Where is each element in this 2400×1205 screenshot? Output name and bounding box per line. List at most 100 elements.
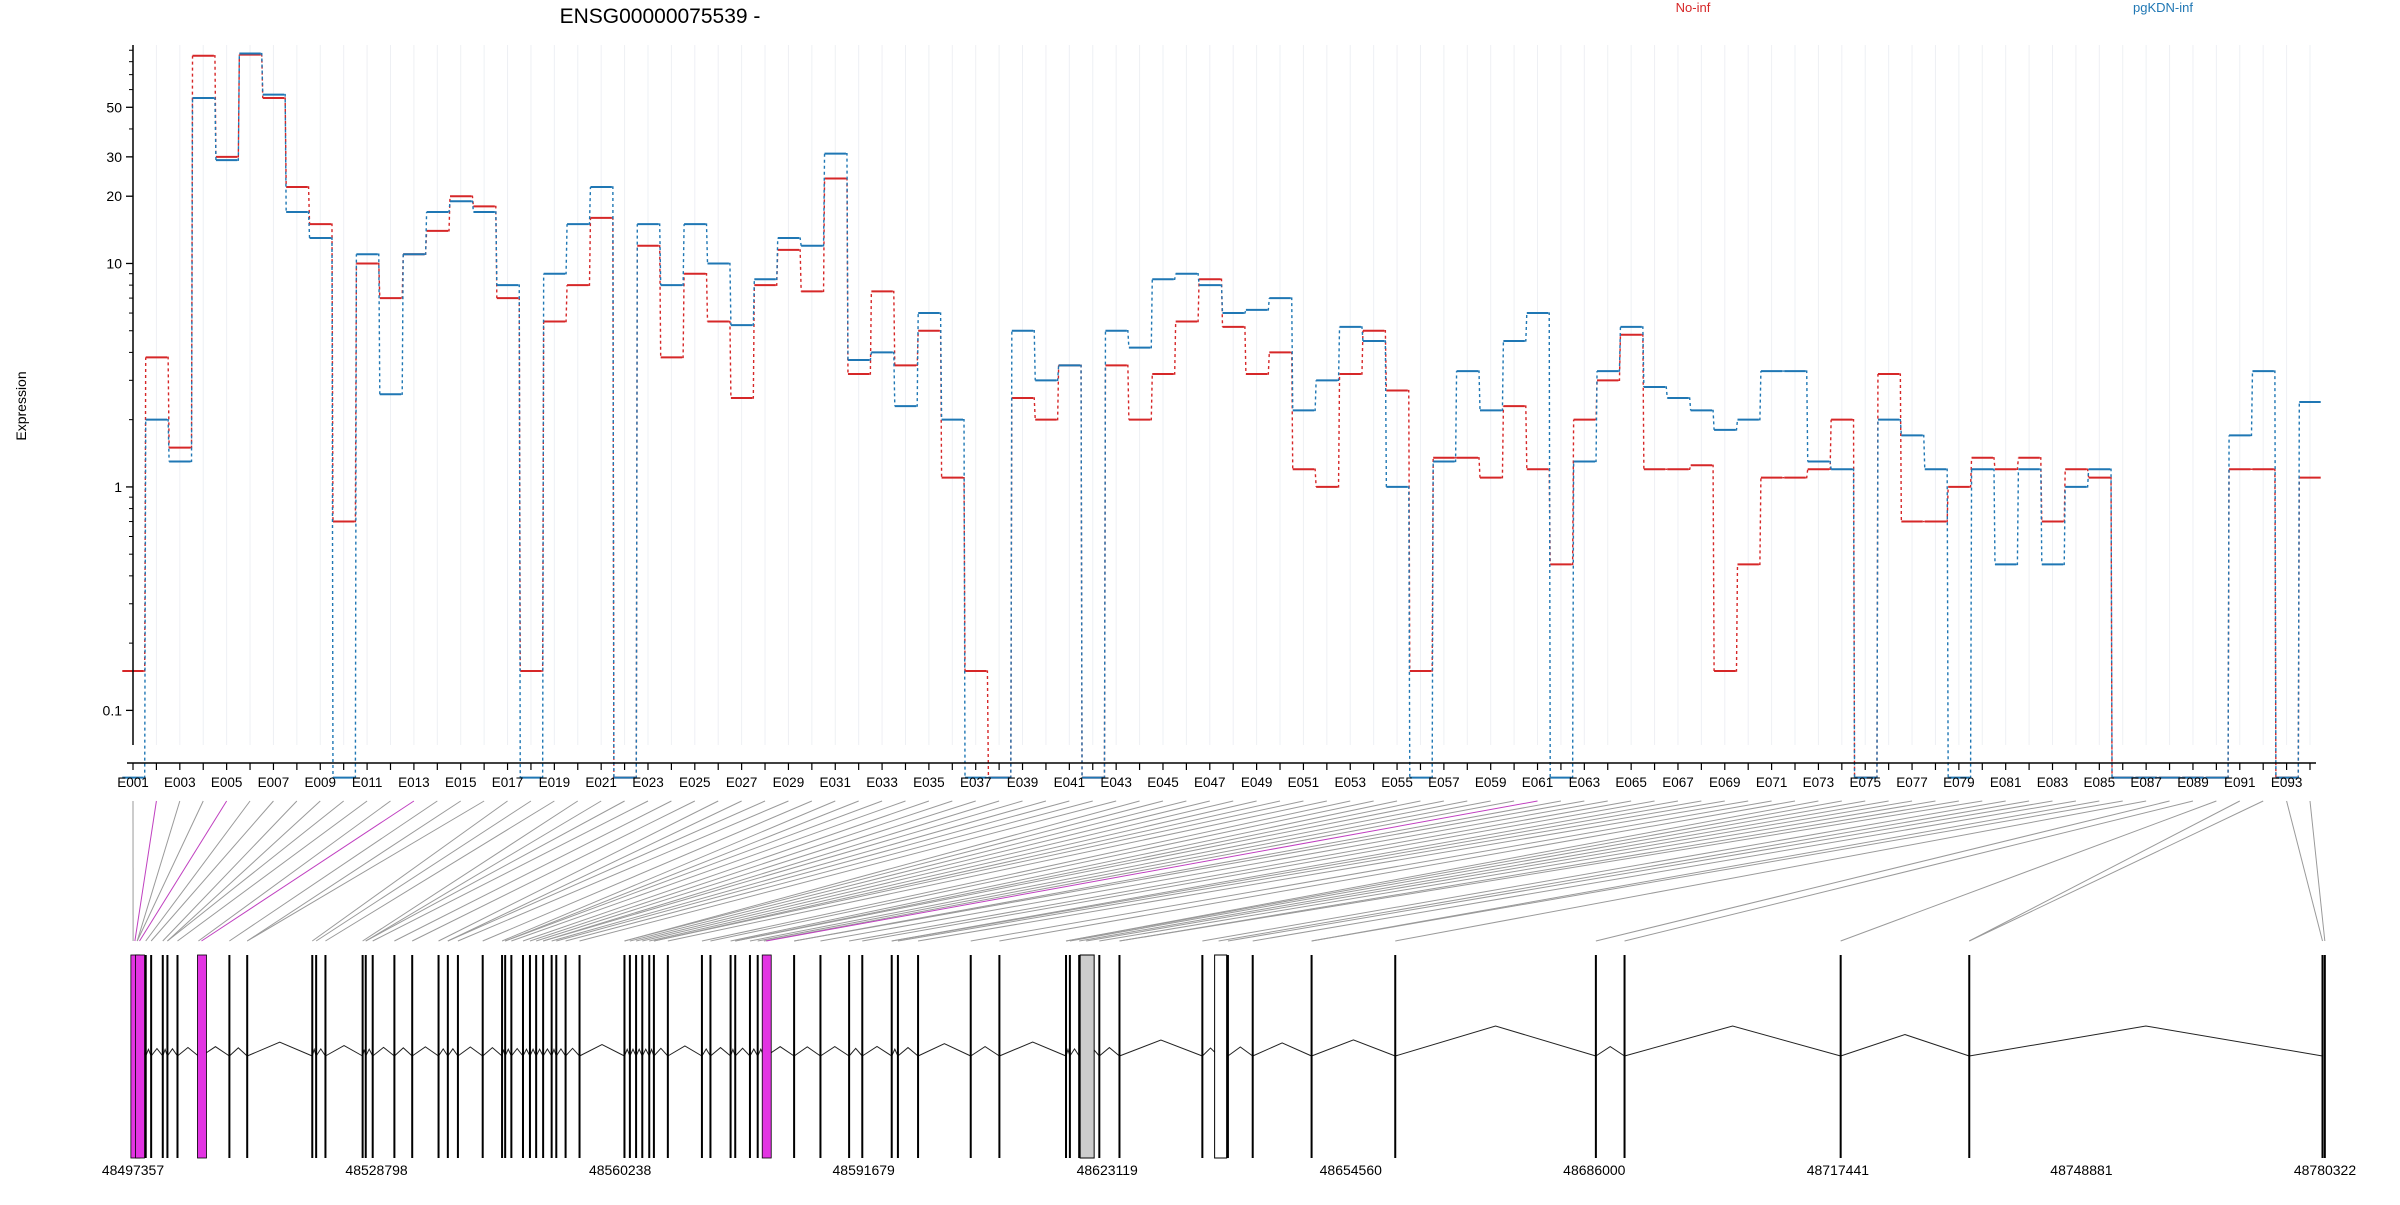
series-connector (1806, 371, 1808, 461)
exon-box (555, 955, 557, 1158)
x-tick-label: E053 (1334, 775, 1366, 790)
exon-connector-layer (133, 801, 2325, 941)
exon-connector (167, 801, 320, 941)
genomic-tick-label: 48560238 (589, 1162, 652, 1178)
intron-line (316, 1049, 325, 1056)
series-connector (1759, 478, 1761, 565)
y-tick-label: 30 (106, 149, 122, 165)
series-connector (1455, 371, 1457, 461)
x-tick-label: E027 (726, 775, 758, 790)
series-connector (2063, 469, 2065, 521)
series-connector (916, 331, 918, 366)
exon-connector (1119, 801, 1958, 941)
exon-box (162, 955, 164, 1158)
exon-connector (556, 801, 1069, 941)
genomic-tick-label: 48717441 (1807, 1162, 1870, 1178)
series-connector (2297, 402, 2299, 778)
y-tick-label: 20 (106, 188, 122, 204)
exon-box (228, 955, 230, 1158)
exon-box (757, 955, 759, 1158)
x-tick-label: E081 (1990, 775, 2022, 790)
exon-box (176, 955, 178, 1158)
intron-line (543, 1049, 552, 1056)
intron-line (702, 1049, 711, 1056)
exon-highlighted (762, 955, 771, 1158)
exon-connector (316, 801, 531, 941)
intron-line (439, 1049, 448, 1056)
x-tick-label: E017 (492, 775, 524, 790)
exon-box (2324, 955, 2326, 1158)
genomic-tick-label: 48654560 (1320, 1162, 1383, 1178)
series-connector (1384, 341, 1386, 487)
x-tick-label: E049 (1241, 775, 1273, 790)
exon-box (501, 955, 503, 1158)
series-connector (2227, 469, 2229, 777)
exon-connector (1312, 801, 2123, 941)
series-connector (729, 321, 731, 398)
series-connector (1361, 331, 1363, 374)
intron-line (1395, 1026, 1596, 1056)
series-connector (1033, 331, 1035, 381)
series-connector (1712, 465, 1714, 671)
series-connector (1150, 279, 1152, 347)
exon-box (522, 955, 524, 1158)
exon-connector (325, 801, 554, 941)
series-connector (1525, 406, 1527, 469)
exon-box (362, 955, 364, 1158)
series-connector (1314, 380, 1316, 410)
x-tick-label: E043 (1100, 775, 1132, 790)
exon-connector (1066, 801, 1842, 941)
exon-box (504, 955, 506, 1158)
series-connector (2016, 458, 2018, 469)
exon-connector (892, 801, 1678, 941)
series-connector (518, 285, 520, 778)
exon-box (629, 955, 631, 1158)
series-connector (308, 212, 310, 238)
exon-box (891, 955, 893, 1158)
exon-connector (668, 801, 1327, 941)
series-connector (2016, 469, 2018, 564)
intron-line (366, 1049, 373, 1056)
series-connector (1970, 469, 1972, 777)
x-tick-label: E047 (1194, 775, 1226, 790)
x-tick-label: E077 (1896, 775, 1928, 790)
exon-box (848, 955, 850, 1158)
intron-line (820, 1047, 849, 1056)
series-connector (1361, 327, 1363, 341)
exon-box (709, 955, 711, 1158)
intron-line (523, 1049, 530, 1056)
series-connector (425, 212, 427, 254)
exon-box (1252, 955, 1254, 1158)
x-tick-label: E003 (164, 775, 196, 790)
intron-line (247, 1042, 312, 1056)
x-tick-label: E029 (773, 775, 805, 790)
exon-box (315, 955, 317, 1158)
intron-line (654, 1048, 668, 1056)
series-connector (1150, 374, 1152, 420)
intron-line (373, 1047, 395, 1056)
intron-line (642, 1049, 649, 1056)
exon-highlighted (136, 955, 145, 1158)
intron-line (971, 1047, 1000, 1056)
x-tick-label: E059 (1475, 775, 1507, 790)
exon-connector (764, 801, 1514, 941)
series-connector (1501, 341, 1503, 410)
exon-connector (862, 801, 1654, 941)
x-tick-label: E071 (1756, 775, 1788, 790)
exon-box (667, 955, 669, 1158)
series-connector (1314, 469, 1316, 487)
x-tick-label: E093 (2271, 775, 2303, 790)
exon-connector (1228, 801, 2053, 941)
series-connector (682, 274, 684, 358)
intron-line (483, 1048, 502, 1056)
intron-line (1625, 1026, 1841, 1056)
series-layer (122, 54, 2320, 778)
intron-line (999, 1042, 1066, 1056)
x-tick-label: E031 (819, 775, 851, 790)
series-connector (1197, 274, 1199, 285)
intron-line (458, 1047, 483, 1056)
exon-box (393, 955, 395, 1158)
exon-box (447, 955, 449, 1158)
